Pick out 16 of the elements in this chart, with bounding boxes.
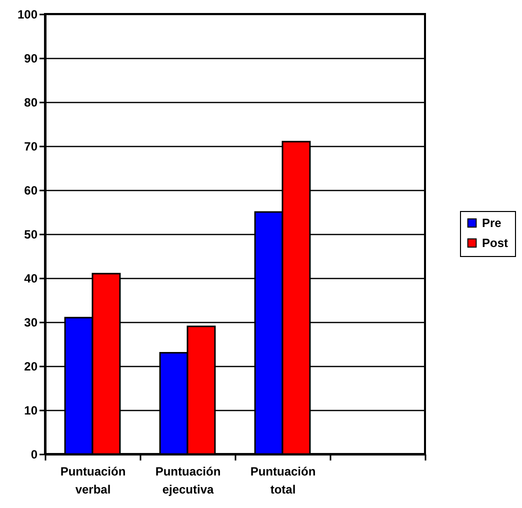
legend-label: Pre (482, 216, 502, 230)
y-tick-label: 0 (30, 448, 38, 462)
y-tick-label: 10 (24, 404, 38, 418)
y-tick-label: 80 (24, 96, 38, 110)
x-tick-label: Puntuación ejecutiva (155, 464, 221, 496)
y-tick-label: 90 (24, 52, 38, 66)
x-tick-label: Puntuación verbal (60, 464, 126, 496)
y-tick-label: 100 (17, 8, 38, 22)
legend-label: Post (482, 236, 508, 250)
y-tick-label: 30 (24, 316, 38, 330)
y-tick-label: 70 (24, 140, 38, 154)
x-tick-label: Puntuación total (250, 464, 316, 496)
y-tick-label: 60 (24, 184, 38, 198)
y-tick-label: 40 (24, 272, 38, 286)
y-tick-label: 20 (24, 360, 38, 374)
y-tick-label: 50 (24, 228, 38, 242)
